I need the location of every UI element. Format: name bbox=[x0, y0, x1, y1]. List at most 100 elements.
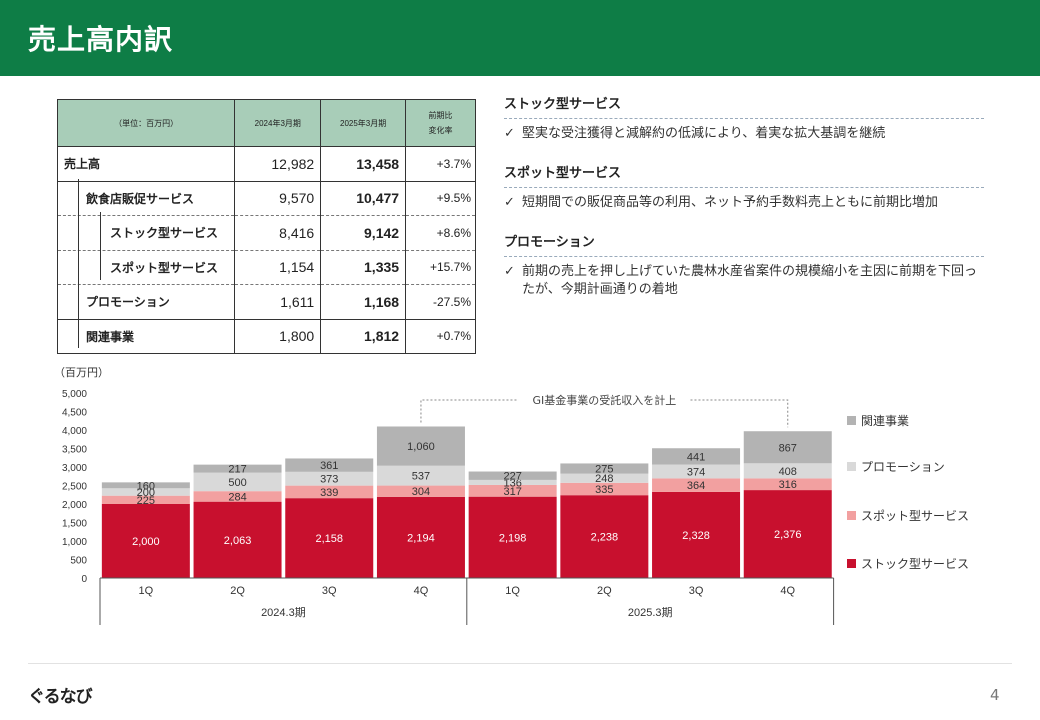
bar-segment-1 bbox=[193, 501, 282, 578]
legend-label: プロモーション bbox=[861, 460, 945, 474]
bar-segment-3 bbox=[193, 472, 282, 492]
bar-segment-1 bbox=[560, 495, 649, 578]
y-tick-label: 5,000 bbox=[62, 389, 87, 400]
table-row: プロモーション 1,611 1,168 -27.5% bbox=[56, 284, 476, 319]
legend-label: ストック型サービス bbox=[861, 557, 969, 571]
table-row: 飲食店販促サービス 9,570 10,477 +9.5% bbox=[56, 180, 476, 216]
data-label: 339 bbox=[320, 487, 338, 499]
bar-segment-2 bbox=[743, 478, 832, 491]
table-row: ストック型サービス 8,416 9,142 +8.6% bbox=[56, 215, 476, 250]
row-change: +3.7% bbox=[405, 146, 476, 181]
col-change-header: 前期比 変化率 bbox=[405, 99, 476, 147]
row-label: ストック型サービス bbox=[110, 226, 219, 240]
table-header-row: （単位：百万円） 2024年3月期 2025年3月期 前期比 変化率 bbox=[56, 99, 476, 147]
data-label: 1,060 bbox=[407, 441, 435, 453]
table-row: スポット型サービス 1,154 1,335 +15.7% bbox=[56, 249, 476, 285]
data-label: 364 bbox=[687, 480, 705, 492]
note-heading: ストック型サービス bbox=[504, 92, 984, 119]
legend-swatch bbox=[847, 416, 856, 425]
unit-header: （単位：百万円） bbox=[56, 99, 235, 147]
row-value-2024: 1,611 bbox=[234, 284, 321, 319]
bar-segment-3 bbox=[468, 479, 557, 485]
x-tick-label: 4Q bbox=[780, 585, 795, 597]
col-2025-header: 2025年3月期 bbox=[320, 99, 406, 147]
y-tick-label: 4,500 bbox=[62, 408, 87, 419]
y-tick-label: 3,500 bbox=[62, 445, 87, 456]
data-label: 361 bbox=[320, 460, 338, 472]
data-label: 304 bbox=[412, 486, 430, 498]
y-tick-label: 2,000 bbox=[62, 500, 87, 511]
data-label: 225 bbox=[137, 495, 155, 507]
data-label: 136 bbox=[503, 477, 521, 489]
bar-segment-1 bbox=[468, 496, 557, 578]
sales-table: （単位：百万円） 2024年3月期 2025年3月期 前期比 変化率 売上高 1… bbox=[56, 99, 476, 354]
bar-segment-4 bbox=[743, 431, 832, 464]
row-label: プロモーション bbox=[86, 295, 170, 309]
row-value-2025: 10,477 bbox=[320, 180, 406, 216]
change-header-line2: 変化率 bbox=[428, 126, 453, 135]
data-label: 284 bbox=[228, 491, 246, 503]
bar-segment-3 bbox=[560, 473, 649, 483]
data-label: 2,376 bbox=[774, 529, 802, 541]
data-label: 867 bbox=[779, 442, 797, 454]
row-change: +15.7% bbox=[405, 249, 476, 285]
bar-segment-1 bbox=[376, 496, 465, 578]
data-label: 2,194 bbox=[407, 532, 435, 544]
data-label: 335 bbox=[595, 484, 613, 496]
data-label: 537 bbox=[412, 471, 430, 483]
y-tick-label: 4,000 bbox=[62, 426, 87, 437]
data-label: 160 bbox=[137, 480, 155, 492]
data-label: 374 bbox=[687, 466, 705, 478]
bar-segment-4 bbox=[285, 458, 374, 472]
row-change: +9.5% bbox=[405, 180, 476, 216]
x-tick-label: 3Q bbox=[689, 585, 704, 597]
row-value-2025: 13,458 bbox=[320, 146, 406, 181]
x-tick-label: 1Q bbox=[139, 585, 154, 597]
bar-segment-2 bbox=[193, 491, 282, 502]
check-icon: ✓ bbox=[504, 126, 515, 141]
data-label: 217 bbox=[228, 464, 246, 476]
data-label: 408 bbox=[779, 466, 797, 478]
row-label: スポット型サービス bbox=[110, 260, 219, 275]
bar-segment-2 bbox=[560, 482, 649, 496]
row-label: 売上高 bbox=[64, 157, 101, 171]
bar-segment-3 bbox=[376, 465, 465, 486]
row-value-2024: 1,154 bbox=[234, 249, 321, 285]
note-heading: プロモーション bbox=[504, 230, 984, 257]
data-label: 373 bbox=[320, 474, 338, 486]
row-change: -27.5% bbox=[405, 284, 476, 319]
y-tick-label: 3,000 bbox=[62, 463, 87, 474]
bar-segment-3 bbox=[652, 464, 741, 479]
note-stock: ストック型サービス ✓ 堅実な受注獲得と減解約の低減により、着実な拡大基調を継続 bbox=[504, 92, 984, 143]
note-spot: スポット型サービス ✓ 短期間での販促商品等の利用、ネット予約手数料売上ともに前期… bbox=[504, 161, 984, 212]
data-label: 2,198 bbox=[499, 532, 527, 544]
annotation-label: GI基金事業の受託収入を計上 bbox=[532, 393, 676, 407]
page-number: 4 bbox=[990, 686, 1000, 704]
row-label: 飲食店販促サービス bbox=[86, 191, 195, 206]
data-label: 200 bbox=[137, 487, 155, 499]
data-label: 500 bbox=[228, 477, 246, 489]
data-label: 317 bbox=[503, 486, 521, 498]
x-tick-label: 1Q bbox=[505, 585, 520, 597]
data-label: 2,328 bbox=[682, 530, 710, 542]
group-label: 2025.3期 bbox=[628, 606, 673, 619]
table-row: 関連事業 1,800 1,812 +0.7% bbox=[56, 318, 476, 354]
table-row: 売上高 12,982 13,458 +3.7% bbox=[56, 146, 476, 181]
bar-segment-4 bbox=[101, 482, 190, 489]
legend-swatch bbox=[847, 462, 856, 471]
data-label: 248 bbox=[595, 473, 613, 485]
bar-segment-4 bbox=[652, 448, 741, 465]
y-tick-label: 2,500 bbox=[62, 482, 87, 493]
legend-label: スポット型サービス bbox=[861, 509, 969, 523]
x-tick-label: 2Q bbox=[597, 585, 612, 597]
page-header: 売上高内訳 bbox=[0, 0, 1040, 76]
bar-segment-4 bbox=[376, 426, 465, 466]
row-value-2024: 8,416 bbox=[234, 215, 321, 250]
company-logo: ぐるなび bbox=[28, 687, 93, 707]
bar-segment-2 bbox=[285, 485, 374, 499]
row-label: 関連事業 bbox=[86, 329, 135, 344]
bar-segment-4 bbox=[560, 463, 649, 474]
x-tick-label: 2Q bbox=[230, 585, 245, 597]
data-label: 2,063 bbox=[224, 535, 252, 547]
note-promotion: プロモーション ✓ 前期の売上を押し上げていた農林水産省案件の規模縮小を主因に前期… bbox=[504, 230, 984, 299]
